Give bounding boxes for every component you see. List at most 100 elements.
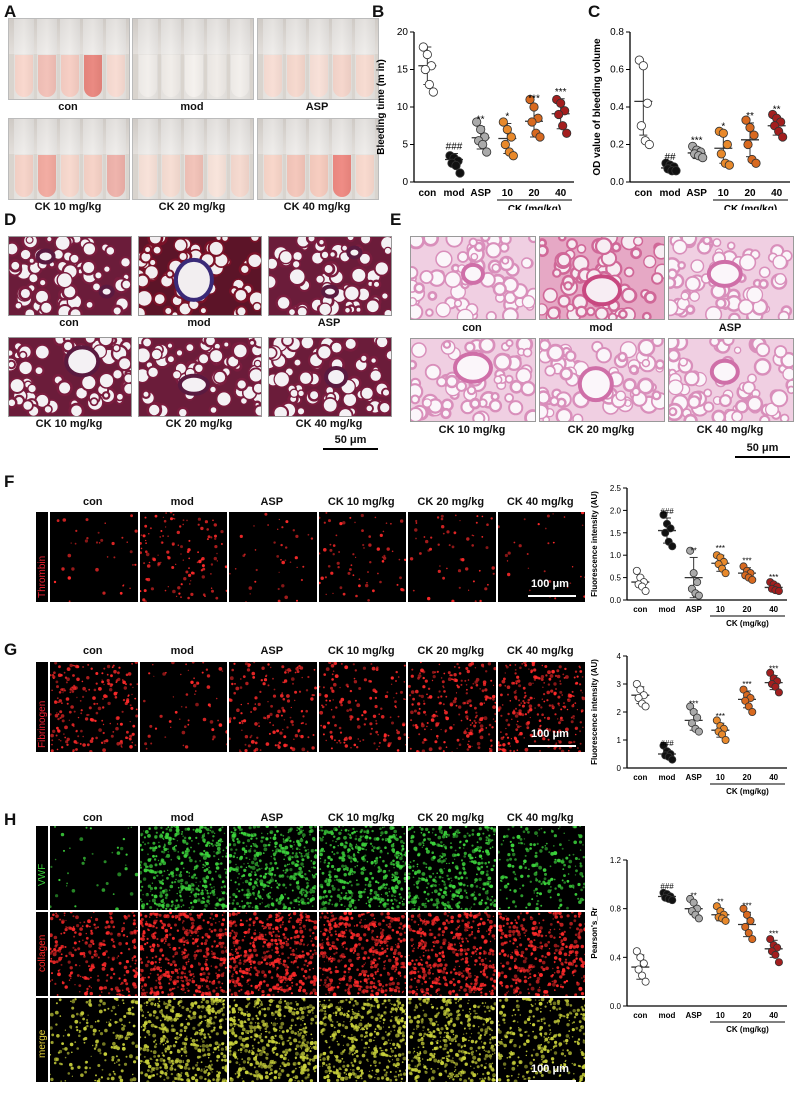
signal-dot: [533, 740, 536, 743]
tube-caption: con: [58, 101, 78, 113]
signal-dot: [285, 520, 289, 524]
signal-dot: [294, 863, 299, 867]
signal-dot: [276, 729, 280, 733]
signal-dot: [480, 861, 484, 865]
signal-dot: [471, 844, 474, 847]
signal-dot: [239, 686, 243, 689]
signal-dot: [508, 664, 511, 667]
alveolus: [143, 245, 153, 255]
signal-dot: [340, 851, 345, 855]
significance-marker: *: [721, 121, 725, 132]
signal-dot: [197, 517, 201, 521]
signal-dot: [238, 890, 241, 893]
signal-dot: [241, 722, 244, 725]
alveolus: [269, 346, 278, 360]
signal-dot: [539, 904, 542, 907]
signal-dot: [309, 826, 313, 829]
signal-dot: [410, 690, 415, 694]
signal-dot: [485, 727, 488, 729]
signal-dot: [374, 880, 378, 883]
y-tick-label: 4: [617, 652, 622, 661]
signal-dot: [57, 717, 60, 721]
alveolus: [641, 311, 652, 319]
y-tick-label: 1: [617, 736, 622, 745]
alveolus: [123, 372, 131, 384]
signal-dot: [112, 925, 116, 929]
signal-dot: [345, 709, 349, 712]
data-point: [661, 528, 670, 537]
alveolus: [371, 279, 382, 290]
signal-dot: [395, 864, 399, 867]
signal-dot: [195, 828, 198, 831]
alveolus: [354, 305, 363, 315]
signal-dot: [466, 897, 469, 900]
signal-dot: [300, 893, 304, 896]
signal-dot: [385, 883, 388, 886]
signal-dot: [394, 680, 397, 682]
signal-dot: [218, 838, 222, 841]
alveolus: [411, 407, 424, 421]
signal-dot: [127, 827, 129, 829]
signal-dot: [347, 872, 351, 876]
signal-dot: [71, 567, 75, 571]
signal-dot: [86, 713, 89, 717]
signal-dot: [139, 590, 141, 593]
signal-dot: [364, 717, 367, 721]
signal-dot: [514, 680, 518, 683]
tube: [84, 55, 102, 97]
signal-dot: [231, 668, 234, 672]
signal-dot: [68, 710, 72, 714]
signal-dot: [483, 716, 488, 721]
histology-image: [268, 236, 392, 316]
signal-dot: [358, 894, 362, 899]
vessel: [706, 259, 743, 288]
signal-dot: [428, 747, 433, 752]
signal-dot: [444, 729, 448, 732]
signal-dot: [368, 901, 370, 904]
signal-dot: [106, 556, 109, 558]
signal-dot: [484, 890, 489, 895]
signal-dot: [72, 664, 74, 667]
signal-dot: [310, 537, 314, 540]
signal-dot: [507, 828, 510, 831]
signal-dot: [537, 828, 540, 831]
signal-dot: [79, 927, 83, 931]
data-point: [535, 132, 545, 142]
signal-dot: [194, 876, 197, 880]
signal-dot: [72, 750, 75, 752]
signal-dot: [54, 982, 57, 985]
y-tick-label: 0.8: [610, 27, 624, 38]
signal-dot: [434, 876, 437, 879]
signal-dot: [173, 518, 175, 520]
signal-dot: [291, 861, 295, 865]
signal-dot: [238, 905, 241, 908]
alveolus: [119, 256, 131, 269]
signal-dot: [564, 675, 569, 679]
signal-dot: [431, 679, 434, 682]
signal-dot: [277, 528, 279, 530]
alveolus: [424, 363, 442, 381]
signal-dot: [272, 694, 277, 698]
signal-dot: [512, 889, 517, 893]
signal-dot: [522, 662, 527, 664]
signal-dot: [93, 912, 95, 914]
signal-dot: [425, 897, 428, 900]
signal-dot: [322, 725, 326, 729]
signal-dot: [440, 841, 443, 844]
signal-dot: [210, 589, 214, 593]
signal-dot: [125, 982, 129, 986]
signal-dot: [307, 736, 310, 739]
alveolus: [252, 381, 261, 395]
signal-dot: [201, 575, 205, 579]
signal-dot: [162, 838, 164, 840]
signal-dot: [140, 547, 142, 550]
signal-dot: [289, 844, 291, 846]
signal-dot: [301, 858, 305, 862]
signal-dot: [364, 877, 368, 882]
signal-dot: [250, 711, 252, 713]
signal-dot: [513, 690, 517, 694]
signal-dot: [570, 704, 574, 708]
signal-dot: [231, 833, 236, 838]
signal-dot: [122, 680, 126, 685]
signal-dot: [464, 710, 468, 714]
